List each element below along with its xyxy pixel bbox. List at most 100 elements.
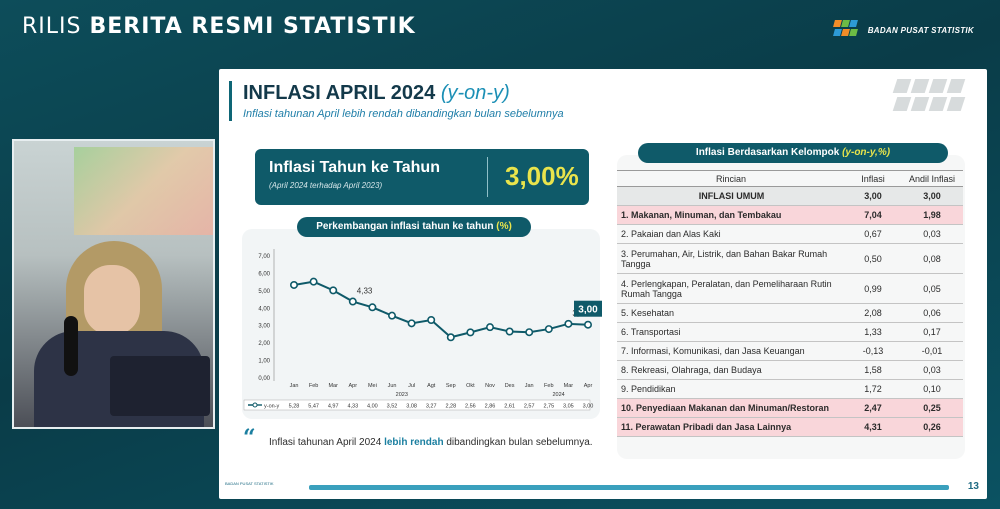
bps-org-name: BADAN PUSAT STATISTIK bbox=[867, 25, 974, 35]
row-label: 3. Perumahan, Air, Listrik, dan Bahan Ba… bbox=[617, 243, 845, 274]
row-inflasi: 1,58 bbox=[845, 360, 901, 380]
slide-title: INFLASI APRIL 2024 (y-on-y) bbox=[243, 82, 510, 105]
annotation-box bbox=[574, 300, 602, 317]
presentation-slide: INFLASI APRIL 2024 (y-on-y) Inflasi tahu… bbox=[219, 69, 987, 499]
x-tick-label: Jan bbox=[290, 383, 299, 389]
row-label: 7. Informasi, Komunikasi, dan Jasa Keuan… bbox=[617, 341, 845, 361]
headline-divider bbox=[487, 157, 488, 197]
value-table-cell: 2,57 bbox=[524, 404, 535, 410]
data-point bbox=[544, 325, 553, 334]
row-label: 6. Transportasi bbox=[617, 322, 845, 342]
row-andil: 0,06 bbox=[901, 303, 963, 323]
header-inflasi: Inflasi bbox=[845, 170, 901, 187]
data-point bbox=[329, 286, 338, 295]
background-wall-art bbox=[74, 147, 213, 235]
row-label: 9. Pendidikan bbox=[617, 379, 845, 399]
slide-title-yoy: (y-on-y) bbox=[440, 82, 510, 104]
table-row: 11. Perawatan Pribadi dan Jasa Lainnya 4,… bbox=[617, 417, 963, 437]
value-table-cell: 2,75 bbox=[543, 404, 554, 410]
value-table-cell: 3,08 bbox=[406, 404, 417, 410]
page-number: 13 bbox=[967, 481, 979, 492]
inflation-line-chart: 0,00 1,00 2,00 3,00 4,00 5,00 6,00 7,00 4,33 3,05… bbox=[243, 249, 602, 411]
table-row: 9. Pendidikan 1,72 0,10 bbox=[617, 379, 963, 399]
x-tick-label: Des bbox=[505, 383, 515, 389]
x-tick-label: Okt bbox=[466, 383, 475, 389]
x-tick-label: Jan bbox=[525, 383, 534, 389]
data-point bbox=[368, 303, 377, 312]
table-row: 4. Perlengkapan, Peralatan, dan Pemeliha… bbox=[617, 273, 963, 304]
y-tick-label: 4,00 bbox=[258, 306, 270, 312]
x-tick-label: Agt bbox=[427, 383, 436, 389]
row-inflasi: 1,33 bbox=[845, 322, 901, 342]
table-row: 6. Transportasi 1,33 0,17 bbox=[617, 322, 963, 342]
y-tick-label: 6,00 bbox=[258, 271, 270, 277]
x-tick-label: Mar bbox=[328, 383, 338, 389]
quote-text: Inflasi tahunan April 2024 lebih rendah … bbox=[269, 437, 593, 448]
footer-bar bbox=[309, 485, 949, 490]
data-point bbox=[309, 277, 318, 286]
presenter-face bbox=[84, 265, 140, 335]
slide-title-main: INFLASI APRIL 2024 bbox=[243, 82, 441, 104]
header-rincian: Rincian bbox=[617, 170, 845, 187]
data-point bbox=[564, 319, 573, 328]
row-andil: 0,25 bbox=[901, 398, 963, 418]
row-inflasi: 0,50 bbox=[845, 243, 901, 274]
value-table-cell: 2,61 bbox=[504, 404, 515, 410]
table-row: 10. Penyediaan Makanan dan Minuman/Resto… bbox=[617, 398, 963, 418]
data-point bbox=[505, 327, 514, 336]
data-point bbox=[446, 333, 455, 342]
row-andil: 0,03 bbox=[901, 224, 963, 244]
quote-mark-icon: “ bbox=[243, 425, 256, 451]
data-point bbox=[486, 323, 495, 332]
x-tick-label: Apr bbox=[349, 383, 358, 389]
row-andil: 3,00 bbox=[901, 186, 963, 206]
row-inflasi: -0,13 bbox=[845, 341, 901, 361]
data-point bbox=[289, 280, 298, 289]
headline-title: Inflasi Tahun ke Tahun bbox=[269, 159, 440, 176]
x-tick-label: Mar bbox=[564, 383, 574, 389]
value-table-cell: 5,47 bbox=[308, 404, 319, 410]
inflation-by-group-table: Rincian Inflasi Andil Inflasi INFLASI UM… bbox=[617, 170, 963, 437]
value-table-cell: 2,56 bbox=[465, 404, 476, 410]
x-tick-label: Jul bbox=[408, 383, 415, 389]
group-title-yoy: (y-on-y,%) bbox=[842, 147, 891, 158]
quote-text-pre: Inflasi tahunan April 2024 bbox=[269, 437, 385, 448]
row-andil: -0,01 bbox=[901, 341, 963, 361]
chart-title-main: Perkembangan inflasi tahun ke tahun bbox=[316, 221, 497, 232]
annotation-label: 4,33 bbox=[357, 287, 373, 296]
bps-logo-icon bbox=[832, 18, 862, 42]
data-point bbox=[348, 297, 357, 306]
x-tick-label: Mei bbox=[368, 383, 377, 389]
value-table-cell: 4,97 bbox=[328, 404, 339, 410]
value-table-cell: 3,00 bbox=[583, 404, 594, 410]
table-row: INFLASI UMUM 3,00 3,00 bbox=[617, 186, 963, 206]
value-table-cell: 4,33 bbox=[347, 404, 358, 410]
table-row: 5. Kesehatan 2,08 0,06 bbox=[617, 303, 963, 323]
row-andil: 0,26 bbox=[901, 417, 963, 437]
x-tick-label: Feb bbox=[309, 383, 318, 389]
footer-bps-logo: BADAN PUSAT STATISTIK bbox=[225, 481, 274, 486]
value-table-row bbox=[243, 399, 591, 411]
slide-subtitle: Inflasi tahunan April lebih rendah diban… bbox=[243, 108, 564, 120]
headline-value: 3,00% bbox=[505, 161, 579, 191]
headline-inflation-card: Inflasi Tahun ke Tahun (April 2024 terha… bbox=[255, 149, 589, 205]
row-label: 1. Makanan, Minuman, dan Tembakau bbox=[617, 205, 845, 225]
x-tick-label: Apr bbox=[584, 383, 593, 389]
value-table-cell: 3,05 bbox=[563, 404, 574, 410]
data-point bbox=[525, 328, 534, 337]
value-table-cell: 2,28 bbox=[445, 404, 456, 410]
row-label: 2. Pakaian dan Alas Kaki bbox=[617, 224, 845, 244]
y-tick-label: 7,00 bbox=[258, 254, 270, 260]
bps-header-logo: BADAN PUSAT STATISTIK bbox=[832, 18, 974, 42]
y-tick-label: 3,00 bbox=[258, 324, 270, 330]
data-point bbox=[427, 316, 436, 325]
row-inflasi: 2,08 bbox=[845, 303, 901, 323]
group-title-main: Inflasi Berdasarkan Kelompok bbox=[695, 147, 843, 158]
data-point bbox=[466, 328, 475, 337]
legend-label: y-on-y bbox=[264, 404, 280, 410]
value-table-cell: 3,27 bbox=[426, 404, 437, 410]
headline-subtitle: (April 2024 terhadap April 2023) bbox=[269, 181, 383, 190]
laptop-icon bbox=[110, 356, 210, 416]
table-row: 3. Perumahan, Air, Listrik, dan Bahan Ba… bbox=[617, 243, 963, 274]
row-inflasi: 7,04 bbox=[845, 205, 901, 225]
